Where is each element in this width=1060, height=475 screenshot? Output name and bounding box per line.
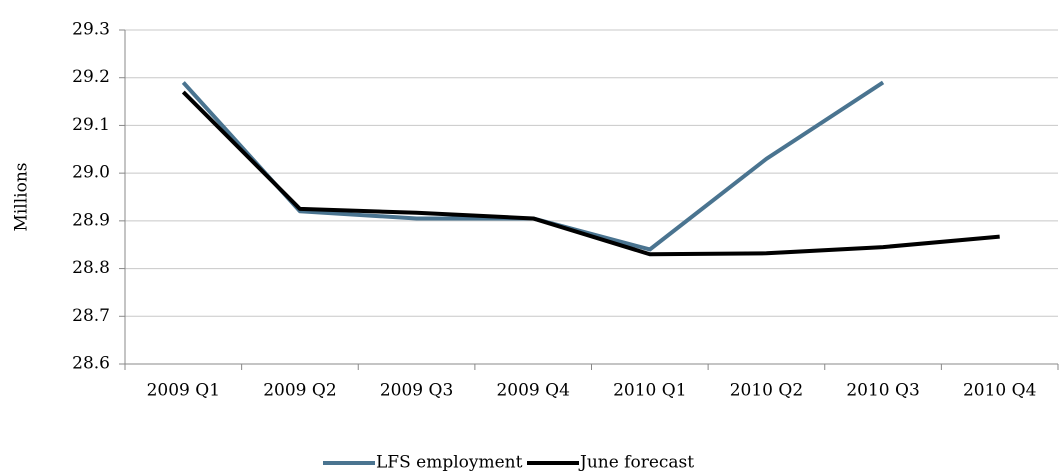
x-tick-label: 2009 Q4: [496, 381, 569, 401]
legend-label: June forecast: [578, 453, 694, 473]
y-tick-label: 29.1: [72, 115, 110, 135]
y-tick-label: 28.8: [72, 258, 110, 278]
x-tick-label: 2010 Q3: [846, 381, 919, 401]
y-tick-label: 29.0: [72, 163, 110, 183]
y-axis-label: Millions: [12, 162, 32, 231]
y-tick-label: 28.9: [72, 210, 110, 230]
x-tick-label: 2010 Q2: [730, 381, 803, 401]
y-tick-label: 28.6: [72, 354, 110, 374]
legend-label: LFS employment: [376, 453, 523, 473]
x-tick-label: 2010 Q1: [613, 381, 686, 401]
y-tick-label: 29.3: [72, 20, 110, 40]
series-line: [181, 80, 885, 252]
x-tick-label: 2009 Q2: [263, 381, 336, 401]
x-tick-label: 2010 Q4: [963, 381, 1036, 401]
series-line: [181, 90, 1000, 257]
y-tick-label: 28.7: [72, 306, 110, 326]
y-tick-label: 29.2: [72, 67, 110, 87]
x-tick-label: 2009 Q3: [380, 381, 453, 401]
x-tick-label: 2009 Q1: [147, 381, 220, 401]
